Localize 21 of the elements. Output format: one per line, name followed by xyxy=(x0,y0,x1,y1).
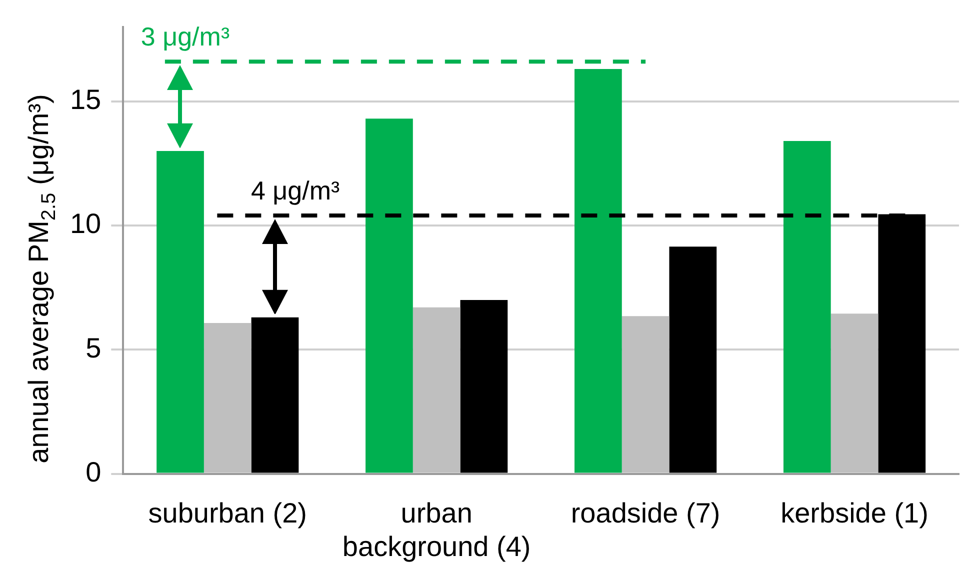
bar xyxy=(669,246,717,473)
bar xyxy=(412,307,460,473)
y-tick-label: 5 xyxy=(86,332,102,364)
ref-line-label: 4 μg/m³ xyxy=(250,176,340,206)
bar xyxy=(460,300,508,473)
x-tick-label: roadside (7) xyxy=(570,497,720,528)
x-tick-label: suburban (2) xyxy=(148,497,308,528)
y-tick-label: 10 xyxy=(70,208,102,240)
bar xyxy=(574,69,622,473)
bar xyxy=(366,118,413,473)
x-tick-label: urban background (4) xyxy=(342,497,531,562)
y-tick-label: 15 xyxy=(70,84,102,116)
bar xyxy=(204,323,252,473)
bar xyxy=(251,317,299,473)
bar xyxy=(622,316,670,473)
ref-line-label: 3 μg/m³ xyxy=(140,22,230,52)
bar xyxy=(156,150,204,473)
bar xyxy=(783,141,831,473)
y-tick-label: 0 xyxy=(86,456,102,488)
bar xyxy=(830,314,878,473)
x-tick-label: kerbside (1) xyxy=(780,497,928,528)
